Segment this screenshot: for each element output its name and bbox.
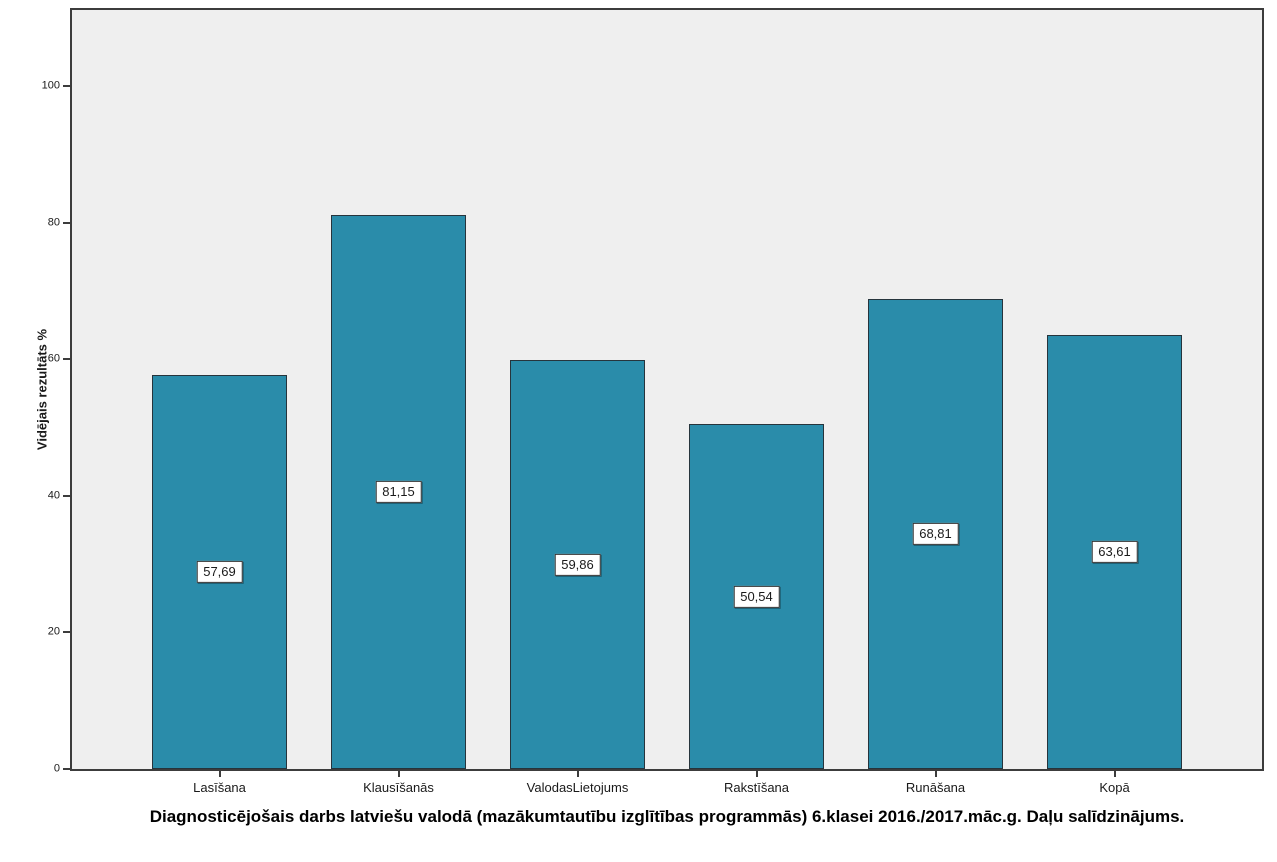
x-tick-mark xyxy=(397,771,400,777)
y-tick-label: 20 xyxy=(47,625,60,638)
y-tick-mark xyxy=(63,494,70,497)
y-tick-label: 80 xyxy=(47,216,60,229)
x-tick-label-6: Kopā xyxy=(1099,780,1130,795)
bar-value-label: 81,15 xyxy=(375,480,422,504)
x-tick-label-3: ValodasLietojums xyxy=(526,780,629,795)
x-tick-label-2: Klausīšanās xyxy=(363,780,434,795)
y-tick-mark xyxy=(63,358,70,361)
y-tick-label: 40 xyxy=(47,489,60,502)
bar-value-label: 59,86 xyxy=(554,553,601,576)
y-tick-label: 0 xyxy=(53,762,60,775)
y-tick-mark xyxy=(63,85,70,88)
x-tick-mark xyxy=(755,771,758,777)
bar-value-label: 50,54 xyxy=(733,585,780,608)
y-tick-label: 60 xyxy=(47,352,60,365)
x-tick-mark xyxy=(218,771,221,777)
bar-value-label: 57,69 xyxy=(196,560,243,584)
chart-caption: Diagnosticējošais darbs latviešu valodā … xyxy=(149,807,1185,826)
x-tick-label-1: Lasīšana xyxy=(193,780,246,795)
x-tick-mark xyxy=(934,771,937,777)
bar-value-label: 63,61 xyxy=(1091,540,1138,564)
x-tick-mark xyxy=(1113,771,1116,777)
y-axis-title: Vidējais rezultāts % xyxy=(34,328,50,451)
x-tick-mark xyxy=(576,771,579,777)
plot-area: 57,69 81,15 59,86 50,54 68,81 63,61 xyxy=(70,8,1264,771)
y-tick-mark xyxy=(63,631,70,634)
y-tick-mark xyxy=(63,768,70,770)
y-tick-label: 100 xyxy=(41,79,60,92)
x-tick-label-5: Runāšana xyxy=(905,780,966,795)
x-tick-label-4: Rakstīšana xyxy=(723,780,790,795)
y-tick-mark xyxy=(63,221,70,224)
bar-value-label: 68,81 xyxy=(912,523,959,546)
